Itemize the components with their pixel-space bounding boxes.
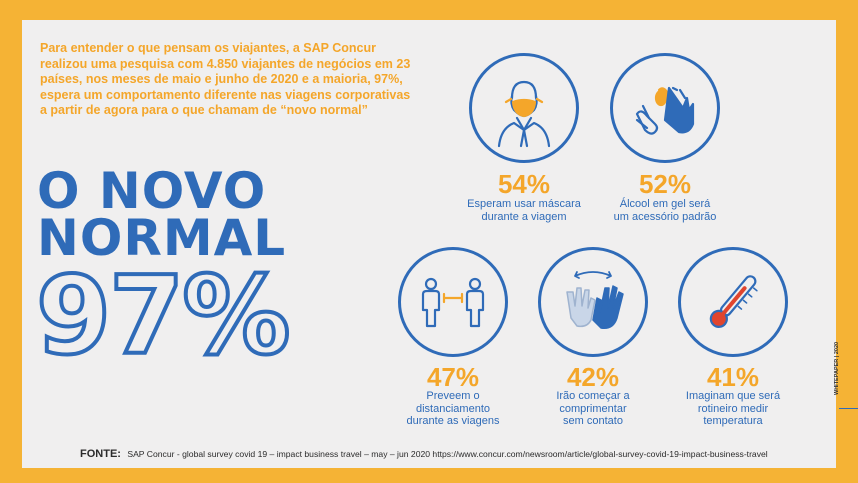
stat-4-line-1: Irão começar a bbox=[556, 390, 630, 402]
social-distance-icon bbox=[398, 247, 508, 357]
headline-line-2: NORMAL bbox=[37, 209, 287, 267]
intro-paragraph: Para entender o que pensam os viajantes,… bbox=[40, 41, 411, 117]
stat-4-description: Irão começar a comprimentar sem contato bbox=[503, 390, 683, 428]
thermometer-icon bbox=[678, 247, 788, 357]
side-divider bbox=[839, 408, 858, 409]
stat-3-line-1: Preveem o bbox=[426, 390, 480, 402]
stat-2-line-1: Álcool em gel será bbox=[619, 198, 711, 210]
stat-1-line-1: Esperam usar máscara bbox=[467, 198, 581, 210]
stat-2-line-2: um acessório padrão bbox=[613, 210, 717, 223]
stat-5-percent: 41% bbox=[706, 362, 760, 392]
stat-5-description: Imaginam que será rotineiro medir temper… bbox=[643, 390, 823, 428]
contactless-greeting-icon bbox=[538, 247, 648, 357]
headline-line-1: O NOVO bbox=[37, 162, 267, 220]
stat-2-description: Álcool em gel será um acessório padrão bbox=[575, 198, 755, 223]
source-label: FONTE: bbox=[80, 448, 121, 460]
headline: O NOVO NORMAL bbox=[37, 162, 287, 267]
stat-4-line-3: sem contato bbox=[563, 415, 623, 427]
stat-2-percent: 52% bbox=[638, 169, 692, 199]
stat-1-description: Esperam usar máscara durante a viagem bbox=[434, 198, 614, 223]
stat-3-percent: 47% bbox=[426, 362, 480, 392]
stat-3-line-2: distanciamento bbox=[416, 402, 490, 415]
source-text: SAP Concur - global survey covid 19 – im… bbox=[127, 449, 768, 459]
stat-1-percent: 54% bbox=[497, 169, 551, 199]
stat-5-line-1: Imaginam que será bbox=[685, 390, 781, 402]
source-note: FONTE: SAP Concur - global survey covid … bbox=[80, 448, 768, 460]
stat-1-line-2: durante a viagem bbox=[481, 210, 567, 223]
stat-3-line-3: durante as viagens bbox=[406, 415, 500, 427]
stat-4-percent: 42% bbox=[566, 362, 620, 392]
stat-5-line-3: temperatura bbox=[703, 415, 763, 427]
hand-sanitizer-icon bbox=[610, 53, 720, 163]
big-percent: 97% bbox=[34, 254, 293, 379]
stat-5-line-2: rotineiro medir bbox=[697, 402, 769, 415]
side-label: WHITEPAPER | 2020 bbox=[834, 341, 840, 395]
stat-4-line-2: comprimentar bbox=[559, 402, 627, 415]
mask-person-icon bbox=[469, 53, 579, 163]
stat-3-description: Preveem o distanciamento durante as viag… bbox=[363, 390, 543, 428]
